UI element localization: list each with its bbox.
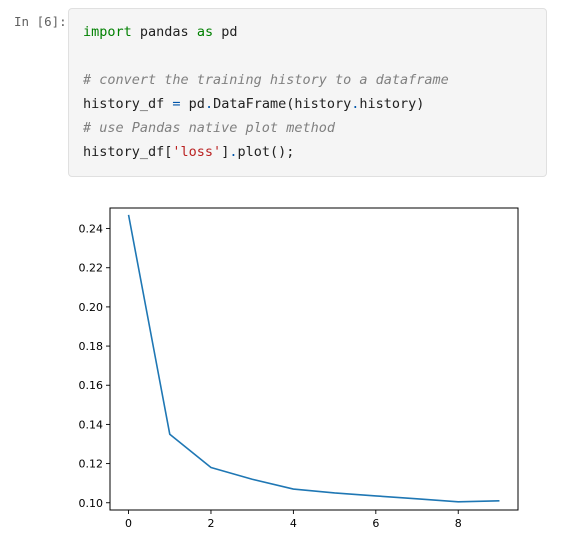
code-line: # convert the training history to a data…: [83, 72, 449, 88]
cell-prompt: In [6]:: [14, 14, 67, 29]
code-token: .: [229, 144, 238, 160]
code-token: # use Pandas native plot method: [83, 120, 335, 136]
loss-line-chart: 0 2 4 6 8 0.10 0.12 0.14 0.16 0.18 0.20 0.22 0.24: [79, 207, 519, 530]
code-line: # use Pandas native plot method: [83, 120, 335, 136]
code-line: history_df['loss'].plot();: [83, 144, 294, 160]
code-cell[interactable]: import pandas as pd # convert the traini…: [68, 8, 547, 177]
y-tick-label: 0.20: [79, 301, 104, 314]
code-token: # convert the training history to a data…: [83, 72, 449, 88]
code-token: .: [351, 96, 360, 112]
code-token: DataFrame(history: [213, 96, 352, 112]
code-token: as: [196, 24, 214, 40]
x-tick-label: 2: [207, 517, 214, 530]
y-tick-label: 0.24: [79, 223, 104, 236]
y-tick-label: 0.16: [79, 379, 104, 392]
y-tick-label: 0.22: [79, 262, 104, 275]
code-token: plot();: [237, 144, 295, 160]
series-line-loss: [127, 214, 500, 503]
code-token: pd: [180, 96, 205, 112]
code-token: ]: [221, 144, 230, 160]
code-token: import: [83, 24, 132, 40]
y-tick-label: 0.14: [79, 418, 104, 431]
x-tick-label: 0: [125, 517, 132, 530]
y-tick-label: 0.10: [79, 497, 104, 510]
code-token: history): [359, 96, 425, 112]
code-token: pandas: [131, 24, 197, 40]
code-token: .: [204, 96, 214, 112]
y-tick-label: 0.12: [79, 458, 104, 471]
cell-output: 0 2 4 6 8 0.10 0.12 0.14 0.16 0.18 0.20 0.22 0.24: [60, 198, 540, 538]
code-token: history_df: [83, 96, 173, 112]
code-line: import pandas as pd: [83, 24, 237, 40]
x-tick-label: 4: [290, 517, 297, 530]
x-tick-label: 6: [372, 517, 379, 530]
code-line: history_df = pd.DataFrame(history.histor…: [83, 96, 424, 112]
code-token: history_df[: [83, 144, 173, 160]
x-tick-label: 8: [455, 517, 462, 530]
plot-frame: [109, 207, 519, 511]
y-tick-label: 0.18: [79, 340, 104, 353]
code-token: =: [172, 96, 181, 112]
code-token: 'loss': [172, 144, 222, 160]
code-token: pd: [213, 24, 238, 40]
